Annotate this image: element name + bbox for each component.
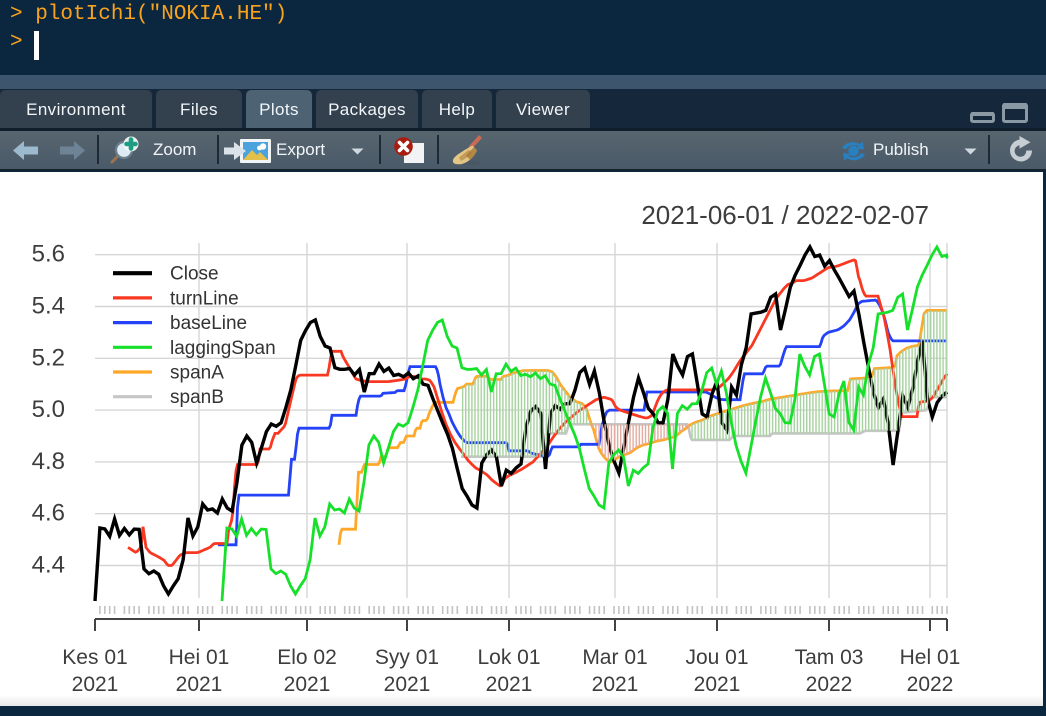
svg-text:spanB: spanB — [170, 387, 224, 408]
svg-text:2021: 2021 — [176, 673, 223, 696]
svg-text:2021: 2021 — [72, 673, 119, 696]
svg-text:4.6: 4.6 — [32, 500, 65, 527]
svg-text:2021: 2021 — [486, 673, 533, 696]
svg-text:2021-06-01 / 2022-02-07: 2021-06-01 / 2022-02-07 — [641, 200, 929, 230]
svg-text:5.2: 5.2 — [32, 344, 65, 371]
svg-text:laggingSpan: laggingSpan — [170, 338, 276, 359]
svg-text:Close: Close — [170, 264, 219, 285]
svg-text:4.4: 4.4 — [32, 552, 65, 579]
svg-text:Syy 01: Syy 01 — [375, 646, 439, 669]
svg-text:Tam 03: Tam 03 — [795, 646, 864, 669]
svg-text:2021: 2021 — [592, 673, 639, 696]
svg-text:4.8: 4.8 — [32, 448, 65, 475]
svg-text:Jou 01: Jou 01 — [685, 646, 748, 669]
svg-text:baseLine: baseLine — [170, 313, 247, 334]
svg-text:Hel 01: Hel 01 — [900, 646, 961, 669]
svg-text:5.6: 5.6 — [32, 241, 65, 268]
svg-text:5.0: 5.0 — [32, 396, 65, 423]
svg-text:spanA: spanA — [170, 363, 224, 384]
svg-text:2022: 2022 — [907, 673, 954, 696]
svg-text:2021: 2021 — [284, 673, 331, 696]
svg-text:Kes 01: Kes 01 — [62, 646, 127, 669]
svg-text:2022: 2022 — [806, 673, 853, 696]
svg-text:2021: 2021 — [694, 673, 741, 696]
svg-text:2021: 2021 — [384, 673, 431, 696]
svg-text:turnLine: turnLine — [170, 288, 239, 309]
svg-text:Hei 01: Hei 01 — [169, 646, 230, 669]
svg-text:5.4: 5.4 — [32, 293, 65, 320]
svg-text:Elo 02: Elo 02 — [277, 646, 337, 669]
svg-text:Mar 01: Mar 01 — [582, 646, 647, 669]
svg-text:Lok 01: Lok 01 — [477, 646, 540, 669]
